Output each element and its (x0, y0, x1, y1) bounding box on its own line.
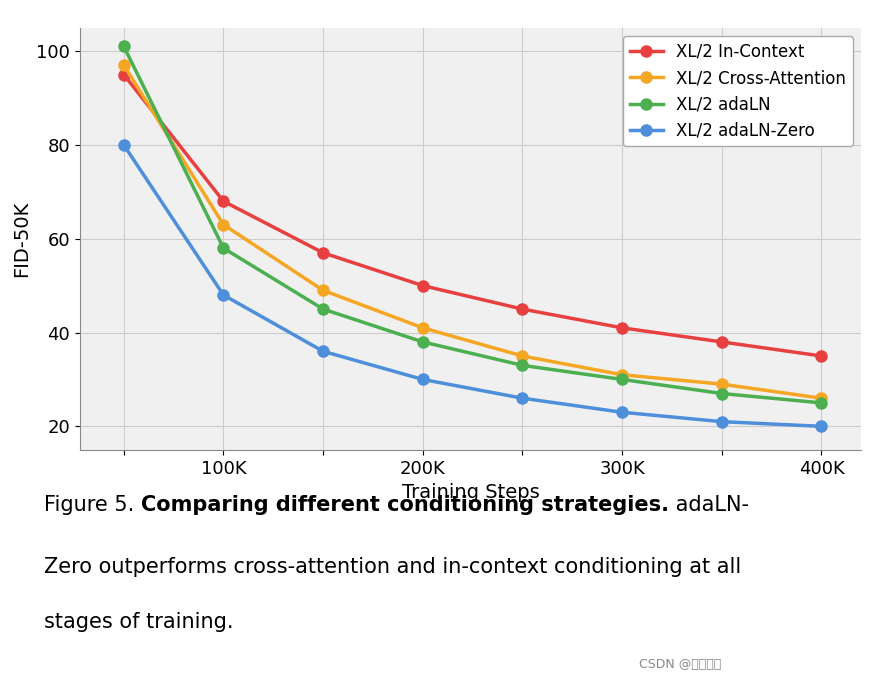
XL/2 adaLN (218, 244, 229, 253)
Line: XL/2 adaLN-Zero: XL/2 adaLN-Zero (118, 139, 827, 432)
XL/2 adaLN-Zero (517, 394, 527, 402)
Line: XL/2 adaLN: XL/2 adaLN (118, 41, 827, 408)
XL/2 In-Context (517, 305, 527, 313)
XL/2 Cross-Attention (318, 286, 329, 295)
XL/2 In-Context (118, 71, 129, 79)
Legend: XL/2 In-Context, XL/2 Cross-Attention, XL/2 adaLN, XL/2 adaLN-Zero: XL/2 In-Context, XL/2 Cross-Attention, X… (623, 36, 853, 146)
XL/2 Cross-Attention (816, 394, 827, 402)
XL/2 adaLN (717, 390, 727, 398)
XL/2 Cross-Attention (417, 324, 428, 332)
XL/2 In-Context (816, 352, 827, 360)
Text: Zero outperforms cross-attention and in-context conditioning at all: Zero outperforms cross-attention and in-… (44, 557, 741, 577)
Line: XL/2 Cross-Attention: XL/2 Cross-Attention (118, 60, 827, 403)
XL/2 Cross-Attention (717, 380, 727, 388)
XL/2 adaLN (617, 375, 628, 383)
XL/2 Cross-Attention (118, 61, 129, 69)
XL/2 In-Context (717, 338, 727, 346)
XL/2 adaLN-Zero (218, 291, 229, 299)
XL/2 Cross-Attention (617, 371, 628, 379)
XL/2 adaLN-Zero (417, 375, 428, 383)
XL/2 adaLN-Zero (617, 408, 628, 417)
Text: adaLN-: adaLN- (670, 495, 749, 515)
Text: stages of training.: stages of training. (44, 612, 234, 632)
Line: XL/2 In-Context: XL/2 In-Context (118, 69, 827, 361)
XL/2 adaLN-Zero (816, 422, 827, 430)
XL/2 adaLN (417, 338, 428, 346)
Text: CSDN @莫叶何竹: CSDN @莫叶何竹 (639, 658, 722, 671)
XL/2 adaLN (318, 305, 329, 313)
XL/2 In-Context (417, 282, 428, 290)
X-axis label: Training Steps: Training Steps (401, 483, 540, 502)
Text: Comparing different conditioning strategies.: Comparing different conditioning strateg… (141, 495, 670, 515)
XL/2 adaLN-Zero (717, 417, 727, 426)
XL/2 adaLN-Zero (318, 347, 329, 356)
Text: Figure 5.: Figure 5. (44, 495, 141, 515)
XL/2 adaLN (816, 399, 827, 407)
XL/2 Cross-Attention (517, 352, 527, 360)
XL/2 In-Context (617, 324, 628, 332)
XL/2 adaLN-Zero (118, 140, 129, 149)
XL/2 Cross-Attention (218, 221, 229, 229)
XL/2 adaLN (118, 42, 129, 51)
Y-axis label: FID-50K: FID-50K (12, 201, 31, 277)
XL/2 In-Context (318, 248, 329, 257)
XL/2 adaLN (517, 361, 527, 370)
XL/2 In-Context (218, 197, 229, 206)
